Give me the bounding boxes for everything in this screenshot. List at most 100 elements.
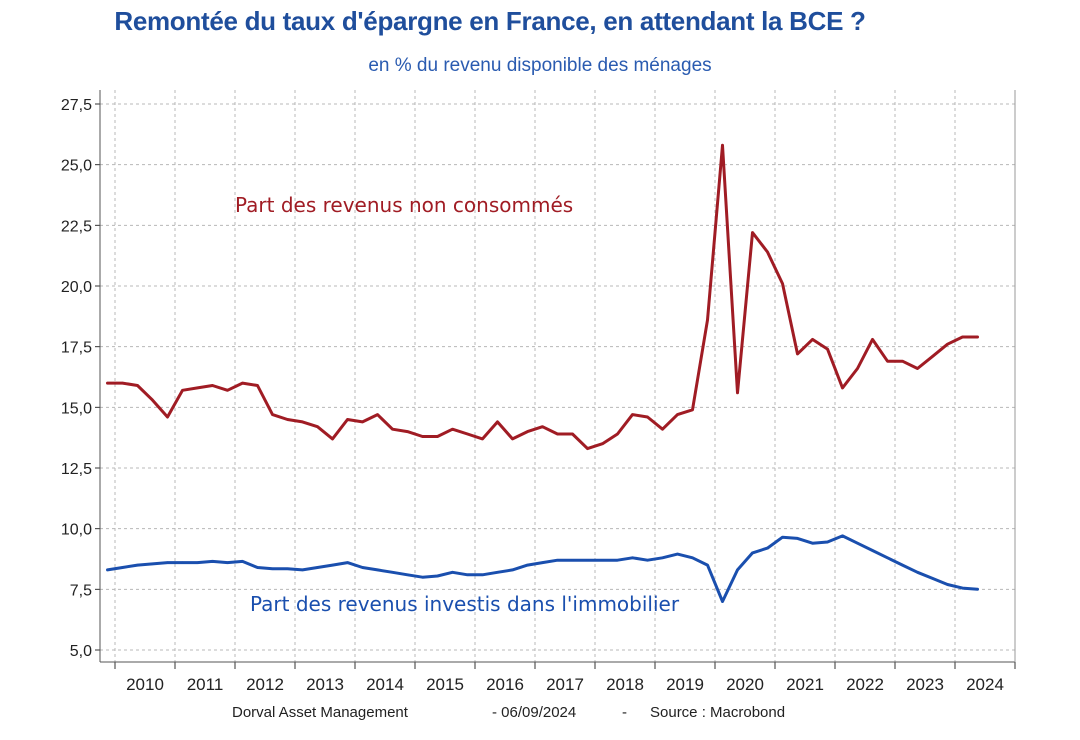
data-point-immobilier [241,560,244,563]
data-point-immobilier [136,563,139,567]
data-point-non-consommes [781,282,784,285]
data-point-immobilier [211,560,214,563]
data-point-immobilier [361,566,364,569]
data-point-non-consommes [631,413,634,416]
data-point-non-consommes [571,432,574,436]
data-point-immobilier [586,559,589,562]
data-point-immobilier [226,561,229,564]
x-tick-label: 2010 [126,675,164,694]
data-point-non-consommes [196,386,199,390]
data-point-non-consommes [706,318,709,322]
data-point-immobilier [406,573,409,576]
data-point-immobilier [121,566,124,569]
data-point-immobilier [751,551,754,555]
y-tick-label: 15,0 [61,400,92,417]
data-point-non-consommes [451,428,454,431]
footer-separator: - [622,704,627,721]
data-point-non-consommes [511,437,514,441]
x-tick-label: 2017 [546,675,584,694]
annotation-immobilier: Part des revenus investis dans l'immobil… [250,592,680,616]
x-tick-label: 2019 [666,675,704,694]
data-point-immobilier [871,549,874,552]
data-point-non-consommes [151,398,154,402]
data-point-non-consommes [646,415,649,419]
data-point-non-consommes [946,343,949,346]
data-point-immobilier [541,561,544,564]
data-point-non-consommes [691,408,694,411]
data-point-immobilier [106,568,109,572]
data-point-non-consommes [916,367,919,370]
data-point-immobilier [556,559,559,562]
x-tick-label: 2015 [426,675,464,694]
data-point-non-consommes [886,360,889,363]
data-point-non-consommes [436,435,439,438]
y-tick-label: 17,5 [61,340,92,357]
data-point-non-consommes [136,384,139,387]
y-tick-label: 12,5 [61,461,92,478]
x-tick-label: 2022 [846,675,884,694]
data-point-immobilier [271,567,274,570]
y-tick-label: 27,5 [61,97,92,114]
data-point-immobilier [496,571,499,574]
data-point-immobilier [691,556,694,559]
data-point-non-consommes [586,447,589,450]
chart-subtitle: en % du revenu disponible des ménages [368,55,712,76]
data-point-immobilier [196,561,199,564]
data-point-non-consommes [376,413,379,416]
y-tick-label: 25,0 [61,158,92,175]
data-point-non-consommes [826,347,829,351]
data-point-immobilier [736,568,739,572]
data-point-non-consommes [796,352,799,356]
data-point-non-consommes [766,250,769,254]
data-point-non-consommes [961,335,964,339]
data-point-immobilier [931,577,934,580]
series-layer [106,143,979,603]
data-point-non-consommes [751,231,754,234]
grid-layer [100,90,1016,662]
data-point-immobilier [181,561,184,564]
data-point-non-consommes [241,381,244,385]
data-point-non-consommes [391,428,394,431]
data-point-immobilier [256,566,259,569]
data-point-non-consommes [556,432,559,436]
data-point-non-consommes [811,338,814,341]
data-point-non-consommes [526,430,529,433]
data-point-non-consommes [346,418,349,421]
data-point-immobilier [346,561,349,564]
data-point-non-consommes [871,338,874,341]
data-point-non-consommes [721,144,724,147]
data-point-immobilier [976,588,979,591]
data-point-non-consommes [601,442,604,445]
data-point-immobilier [451,571,454,574]
data-point-non-consommes [421,435,424,438]
x-tick-label: 2016 [486,675,524,694]
x-tick-label: 2021 [786,675,824,694]
data-point-immobilier [901,563,904,567]
data-point-immobilier [646,559,649,562]
data-point-immobilier [571,559,574,562]
annotation-layer: Part des revenus non consommés Part des r… [235,193,680,616]
data-point-non-consommes [616,432,619,436]
y-tick-label: 5,0 [70,643,92,660]
footer-source: Source : Macrobond [650,704,786,721]
data-point-non-consommes [106,381,109,385]
data-point-non-consommes [181,389,184,392]
data-point-immobilier [286,567,289,570]
data-point-immobilier [436,574,439,578]
data-point-non-consommes [166,415,169,419]
y-tick-label: 20,0 [61,279,92,296]
data-point-immobilier [916,571,919,574]
chart-title: Remontée du taux d'épargne en France, en… [114,6,866,36]
y-tick-label: 22,5 [61,218,92,235]
data-point-non-consommes [676,413,679,416]
data-point-immobilier [391,571,394,574]
data-point-immobilier [511,568,514,572]
data-point-non-consommes [271,413,274,416]
data-point-immobilier [331,563,334,567]
data-point-non-consommes [736,391,739,394]
x-tick-label: 2018 [606,675,644,694]
data-point-non-consommes [931,355,934,358]
x-tick-label: 2013 [306,675,344,694]
data-point-non-consommes [841,386,844,390]
data-point-non-consommes [226,389,229,392]
